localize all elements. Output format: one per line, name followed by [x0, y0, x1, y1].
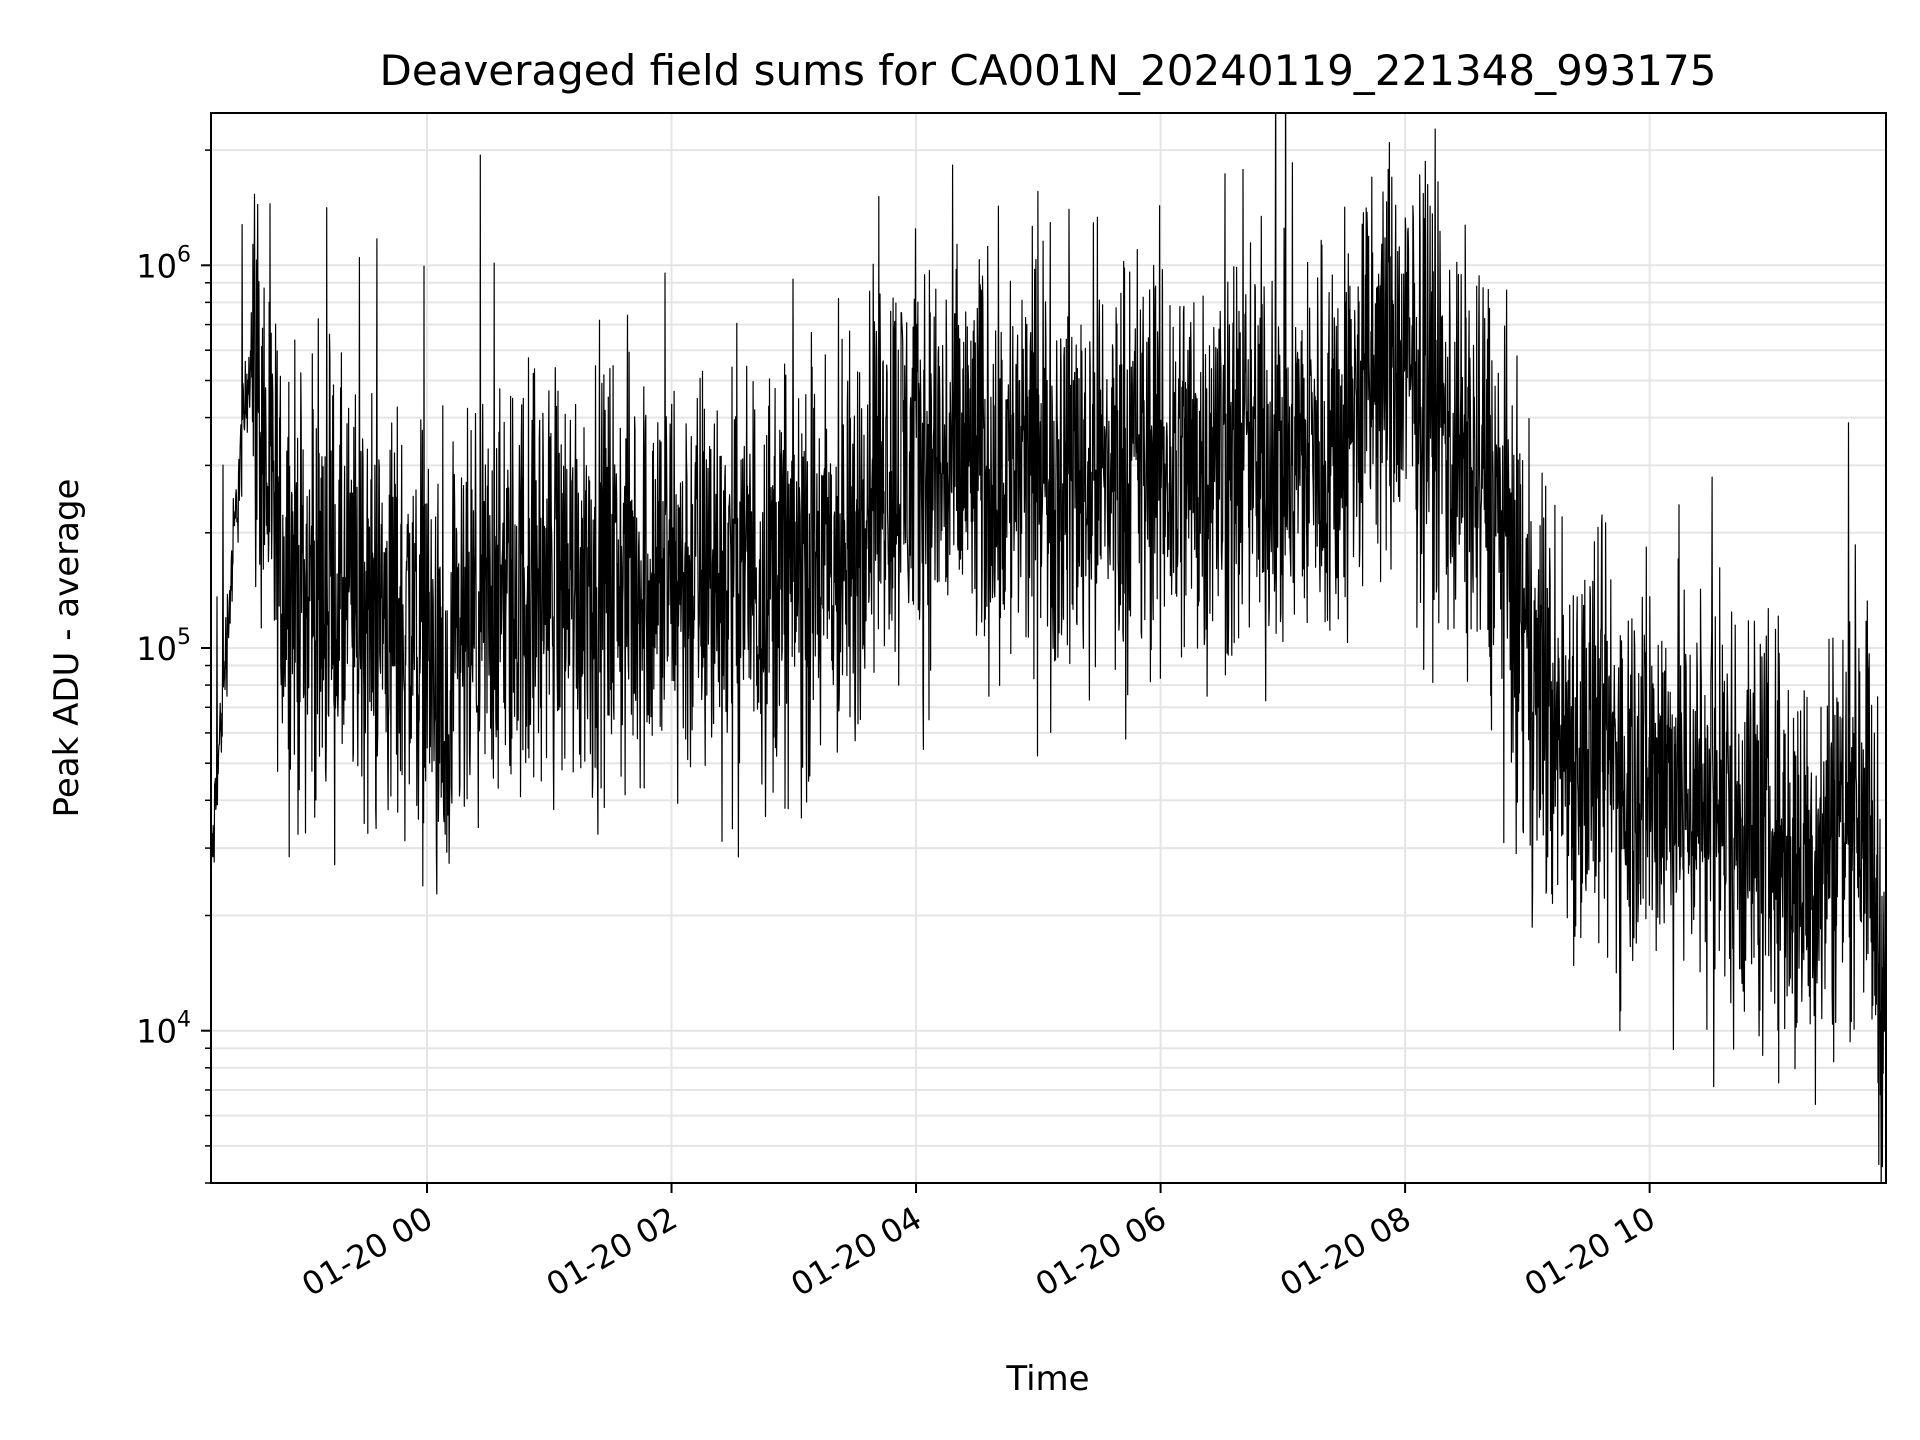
chart-title: Deaveraged field sums for CA001N_2024011…: [380, 46, 1717, 95]
x-axis-label: Time: [1005, 1359, 1089, 1399]
y-tick-label: 104: [136, 1008, 191, 1051]
data-layer: [211, 113, 1886, 1183]
y-axis-label: Peak ADU - average: [47, 479, 87, 818]
y-tick-label: 105: [136, 625, 191, 668]
y-tick-label: 106: [136, 242, 191, 285]
plot-area: [211, 113, 1886, 1183]
data-series-line: [211, 113, 1886, 1183]
